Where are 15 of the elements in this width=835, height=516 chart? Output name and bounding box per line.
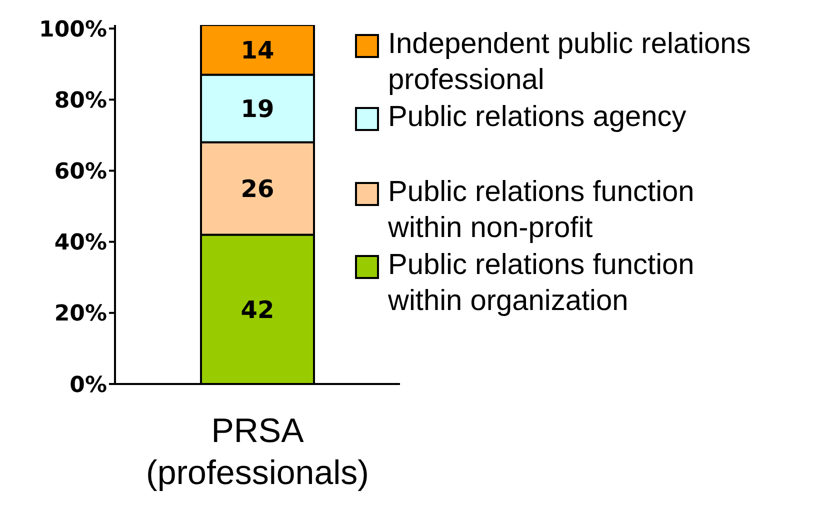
legend-label: Public relations function within non-profit: [388, 175, 696, 246]
data-label: 19: [240, 95, 274, 124]
y-tick-label: 20%: [54, 302, 107, 327]
legend-label: Public relations agency: [388, 100, 686, 135]
y-tick-label: 0%: [70, 372, 107, 398]
data-label: 14: [240, 36, 274, 64]
y-tick-label: 40%: [54, 230, 107, 256]
data-label: 26: [240, 175, 274, 204]
y-tick-label: 60%: [54, 160, 107, 185]
x-tick-label: PRSA (professionals): [146, 412, 369, 492]
legend-label: Public relations function within organization: [388, 248, 696, 319]
data-label: 42: [240, 296, 274, 324]
legend-label: Independent public relations professional: [388, 27, 752, 98]
y-tick-label: 100%: [39, 17, 107, 42]
y-tick-label: 80%: [54, 88, 107, 114]
